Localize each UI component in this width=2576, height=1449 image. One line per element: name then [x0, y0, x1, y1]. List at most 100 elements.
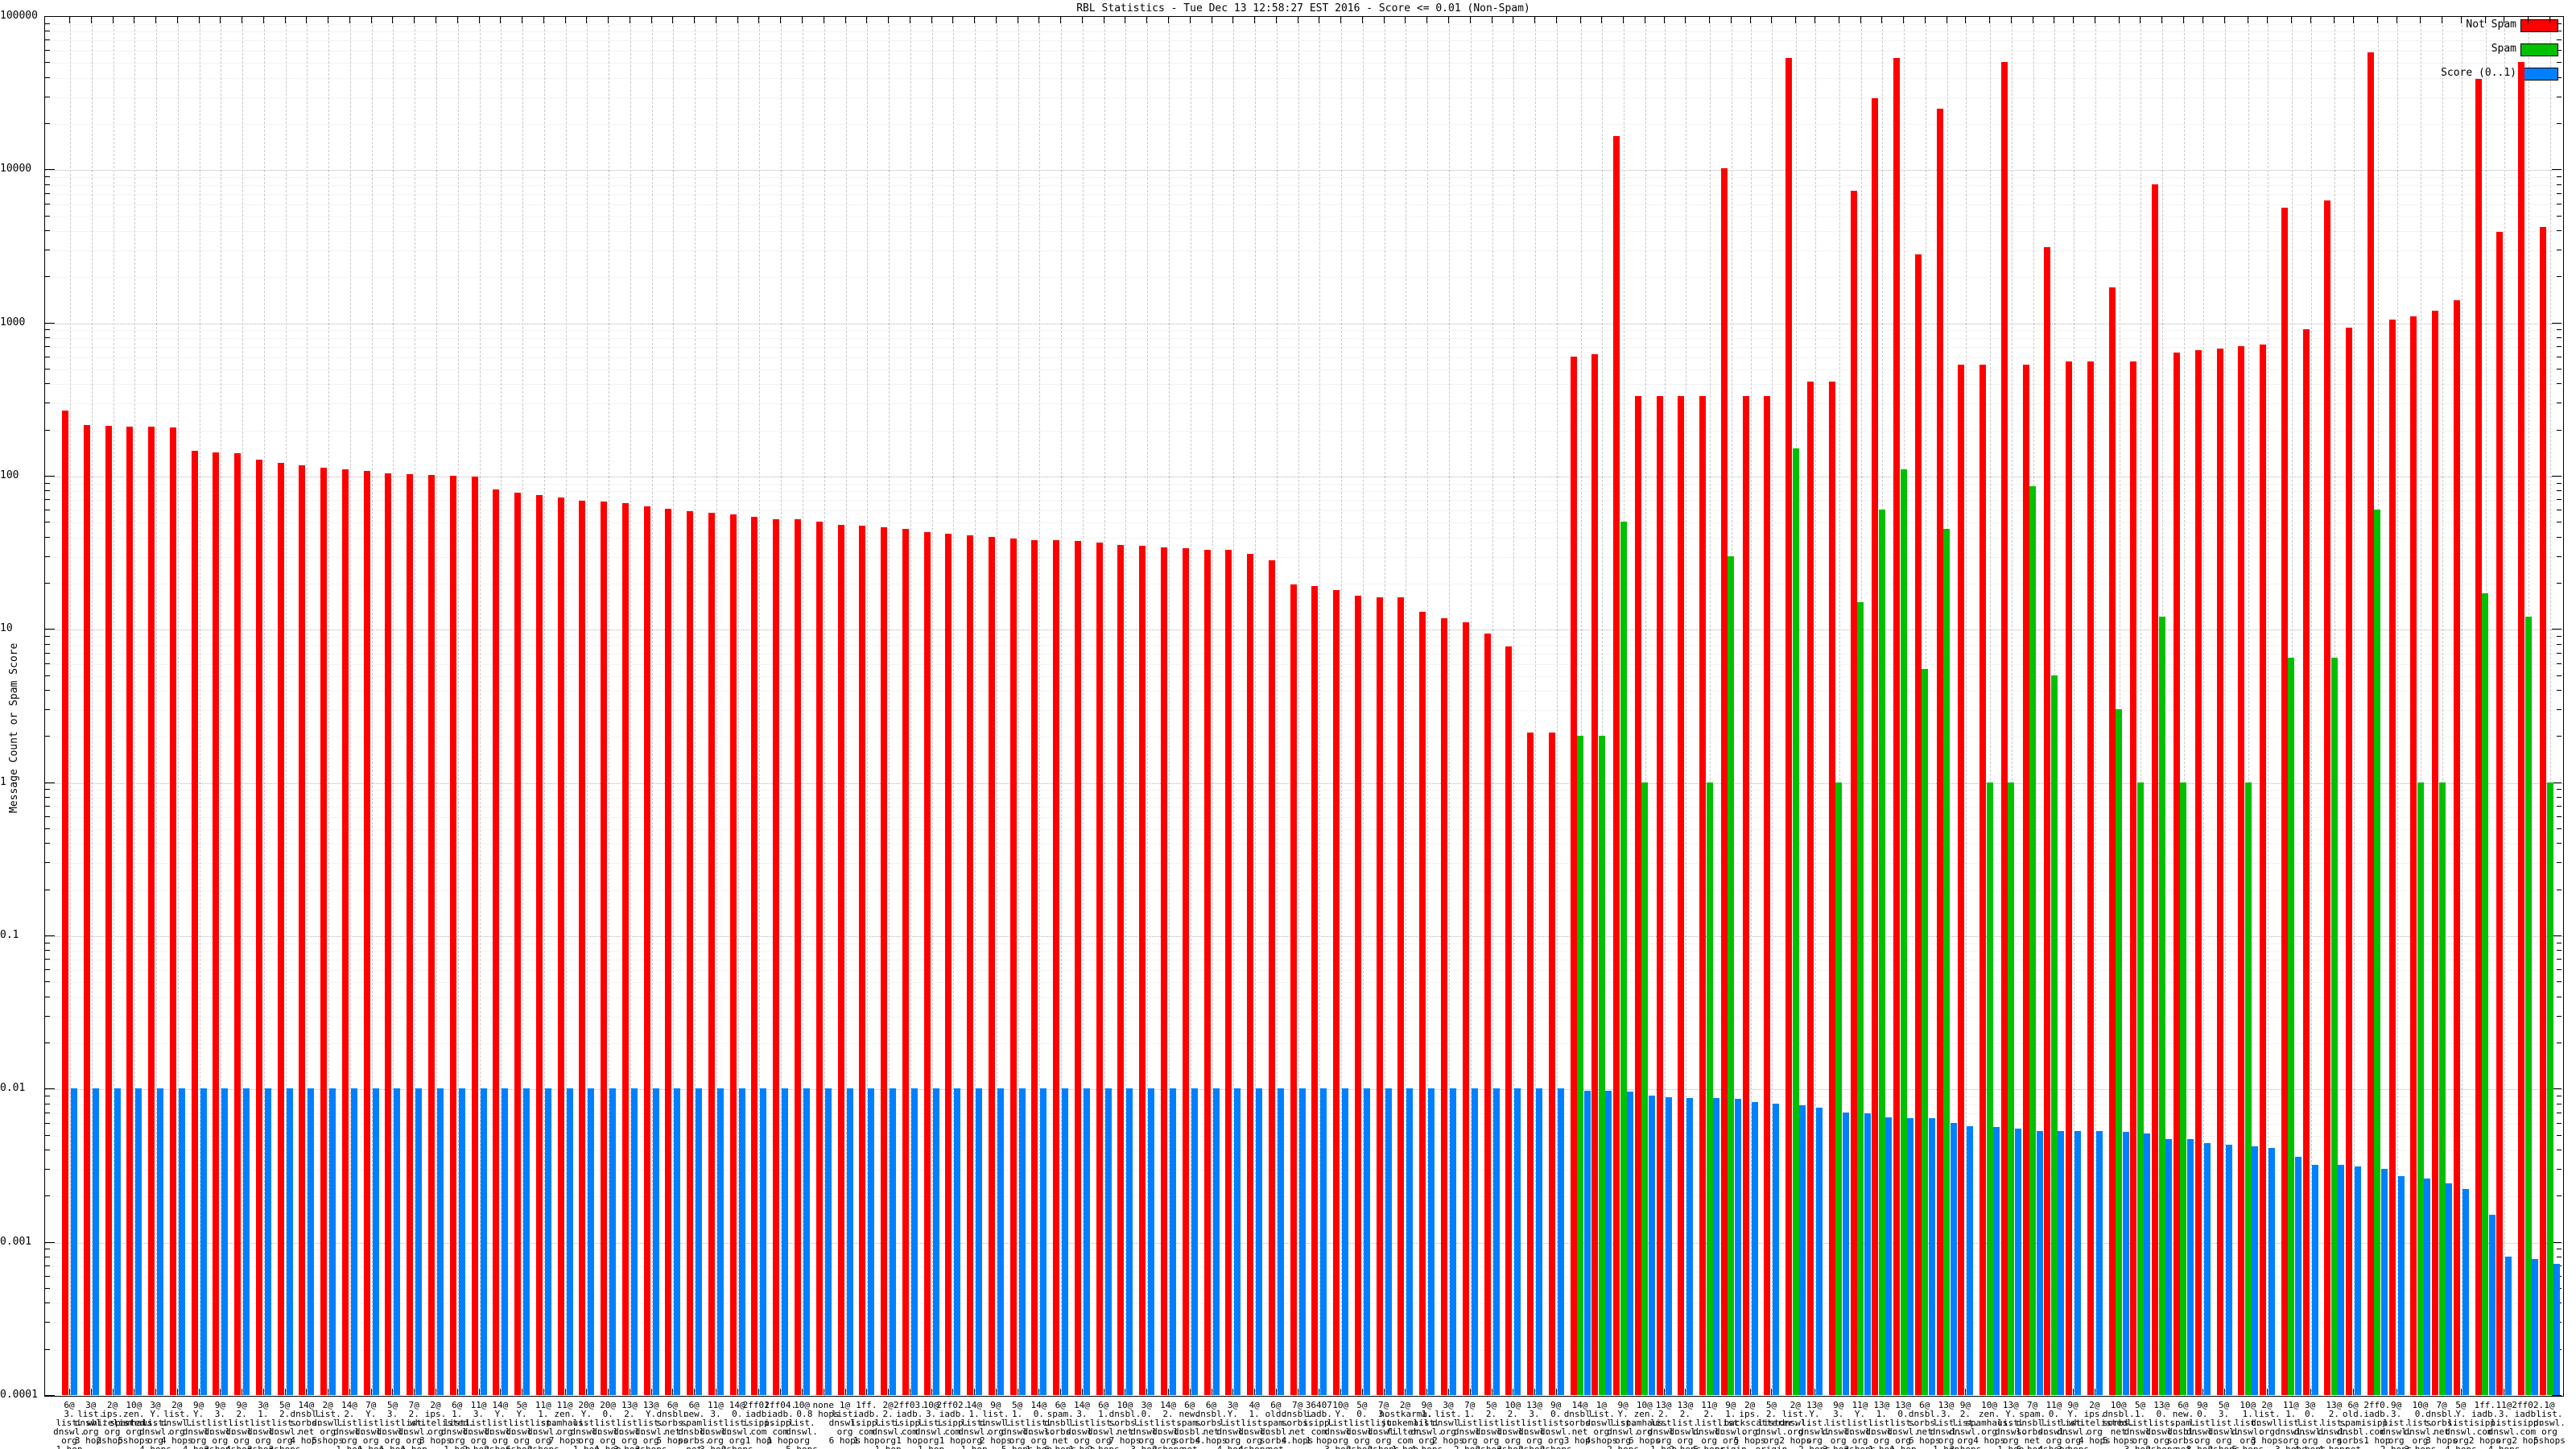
x-gridline [2396, 17, 2398, 1396]
x-tick-label-line: org [1722, 1435, 1739, 1446]
bar-spam [2136, 782, 2144, 1395]
x-tick-label-line: org [1030, 1435, 1047, 1446]
x-tick-label-line: com [944, 1426, 961, 1437]
x-tick-label-line: 2 hops [1336, 1445, 1388, 1449]
x-tick-label-line: list. [2040, 1418, 2067, 1428]
x-tick-label-line: org [1636, 1426, 1653, 1437]
x-gridline [1298, 17, 1299, 1396]
x-tick-label-line: list. [206, 1418, 233, 1428]
x-tick-label-line: 7@ [2436, 1400, 2447, 1410]
x-top-tick [608, 17, 609, 23]
x-tick-label-line: 3 hops [2394, 1445, 2446, 1449]
x-tick-label-line: list. [357, 1418, 385, 1428]
x-tick-label: 2ff02. iadb. isipp. com 1 hop [927, 1401, 978, 1445]
bar-not-spam [1225, 549, 1232, 1395]
x-tick-label-line: sorbs. [1259, 1435, 1292, 1446]
bar-not-spam [363, 471, 370, 1395]
bar-not-spam [2066, 361, 2073, 1395]
bar-score [1191, 1088, 1198, 1395]
x-tick-label-line: 1. [258, 1409, 269, 1419]
x-tick-label-line: com [2368, 1426, 2385, 1437]
x-tick-label-line: list. [2234, 1418, 2261, 1428]
y-tick-label: 1000 [0, 316, 26, 328]
bar-score [135, 1088, 142, 1395]
x-bottom-tick [1232, 1389, 1234, 1395]
x-top-tick [1426, 17, 1428, 23]
x-tick-label-line: 5@ [516, 1400, 527, 1410]
x-tick-label-line: list. [2059, 1418, 2087, 1428]
y-minor-tick [45, 797, 50, 799]
x-tick-label-line: org [2541, 1426, 2557, 1437]
x-bottom-tick [2460, 1389, 2462, 1395]
y-tick-label: 0.001 [0, 1235, 32, 1248]
minor-gridline [45, 97, 2563, 98]
bar-score [1083, 1088, 1090, 1395]
x-tick-label-line: org [2388, 1435, 2405, 1446]
x-tick-label-line: 3@ [150, 1400, 161, 1410]
bar-score [1040, 1088, 1047, 1395]
x-tick-label-line: org [987, 1426, 1004, 1437]
y-minor-tick [2557, 708, 2562, 710]
x-top-tick [1924, 17, 1926, 23]
x-top-tick [69, 17, 70, 23]
bar-not-spam [945, 533, 952, 1395]
x-tick-label-line: org [966, 1435, 983, 1446]
x-tick-label: 9@ list. dnswl. org 2 hops [970, 1401, 1022, 1445]
x-tick-label-line: list. [1521, 1418, 1548, 1428]
x-tick-label-line: list. [1413, 1418, 1440, 1428]
y-minor-tick [2557, 346, 2562, 348]
x-tick-label-line: list. [1219, 1418, 1246, 1428]
x-tick-label: 6@ dnsbl. sorbs. net 6 hops [1899, 1401, 1951, 1445]
x-top-tick [1623, 17, 1624, 23]
bar-not-spam [148, 427, 155, 1395]
bar-score [868, 1088, 875, 1395]
x-tick-label-line: 2ff02. [2512, 1400, 2545, 1410]
y-minor-tick [45, 76, 50, 78]
bar-not-spam [579, 500, 586, 1395]
bar-spam [2438, 782, 2446, 1395]
x-tick-label-line: 2. [2328, 1409, 2339, 1419]
y-minor-tick [2557, 583, 2562, 584]
x-tick-label-line: new. [2172, 1409, 2194, 1419]
x-tick-label-line: org [1375, 1435, 1392, 1446]
x-tick-label-line: list. [1090, 1418, 1117, 1428]
minor-gridline [45, 951, 2563, 952]
x-top-tick [1168, 17, 1170, 23]
x-bottom-tick [155, 1389, 157, 1395]
x-tick-label-line: org [1505, 1435, 1521, 1446]
x-top-tick [1946, 17, 1947, 23]
x-tick-label-line: list. [1650, 1418, 1678, 1428]
bar-score [1126, 1088, 1133, 1395]
y-axis-title: Message Count or Spam Score [8, 642, 20, 813]
y-minor-tick [45, 499, 50, 501]
x-tick-label: 10@ zen. spamhaus. org 5 hops [108, 1401, 159, 1445]
x-tick-label-line: dnsbl. [290, 1409, 323, 1419]
x-tick-label-line: dnswl. [1822, 1426, 1855, 1437]
x-tick-label-line: list. [271, 1418, 299, 1428]
y-minor-tick [45, 736, 50, 737]
x-tick-label: 2@ ips. whitelisted. org 4 hops [2069, 1401, 2132, 1445]
x-tick-label-line: 9@ [1725, 1400, 1736, 1410]
y-minor-tick [45, 490, 50, 492]
x-tick-label-line: org [1615, 1435, 1632, 1446]
x-tick-label-line: org [1938, 1435, 1955, 1446]
x-tick-label-line: list. [464, 1418, 493, 1428]
x-tick-label-line: 11@ [2046, 1400, 2062, 1410]
minor-gridline [45, 863, 2563, 865]
x-tick-label-line: 3 hops [259, 1445, 311, 1449]
x-tick-label: 2ff04. iadb. isipp. com 1 hop [754, 1401, 806, 1445]
x-tick-label-line: dnswl. [2251, 1418, 2283, 1428]
x-bottom-tick [220, 1389, 221, 1395]
x-tick-label-line: dnswl. [1324, 1426, 1357, 1437]
x-tick-label-line: 10@ [1636, 1400, 1653, 1410]
x-tick-label-line: 1 hop [1921, 1445, 1972, 1449]
x-tick-label-line: Y. [2455, 1409, 2467, 1419]
x-top-tick [2202, 17, 2203, 23]
x-tick-label-line: 3@ [2304, 1400, 2316, 1410]
